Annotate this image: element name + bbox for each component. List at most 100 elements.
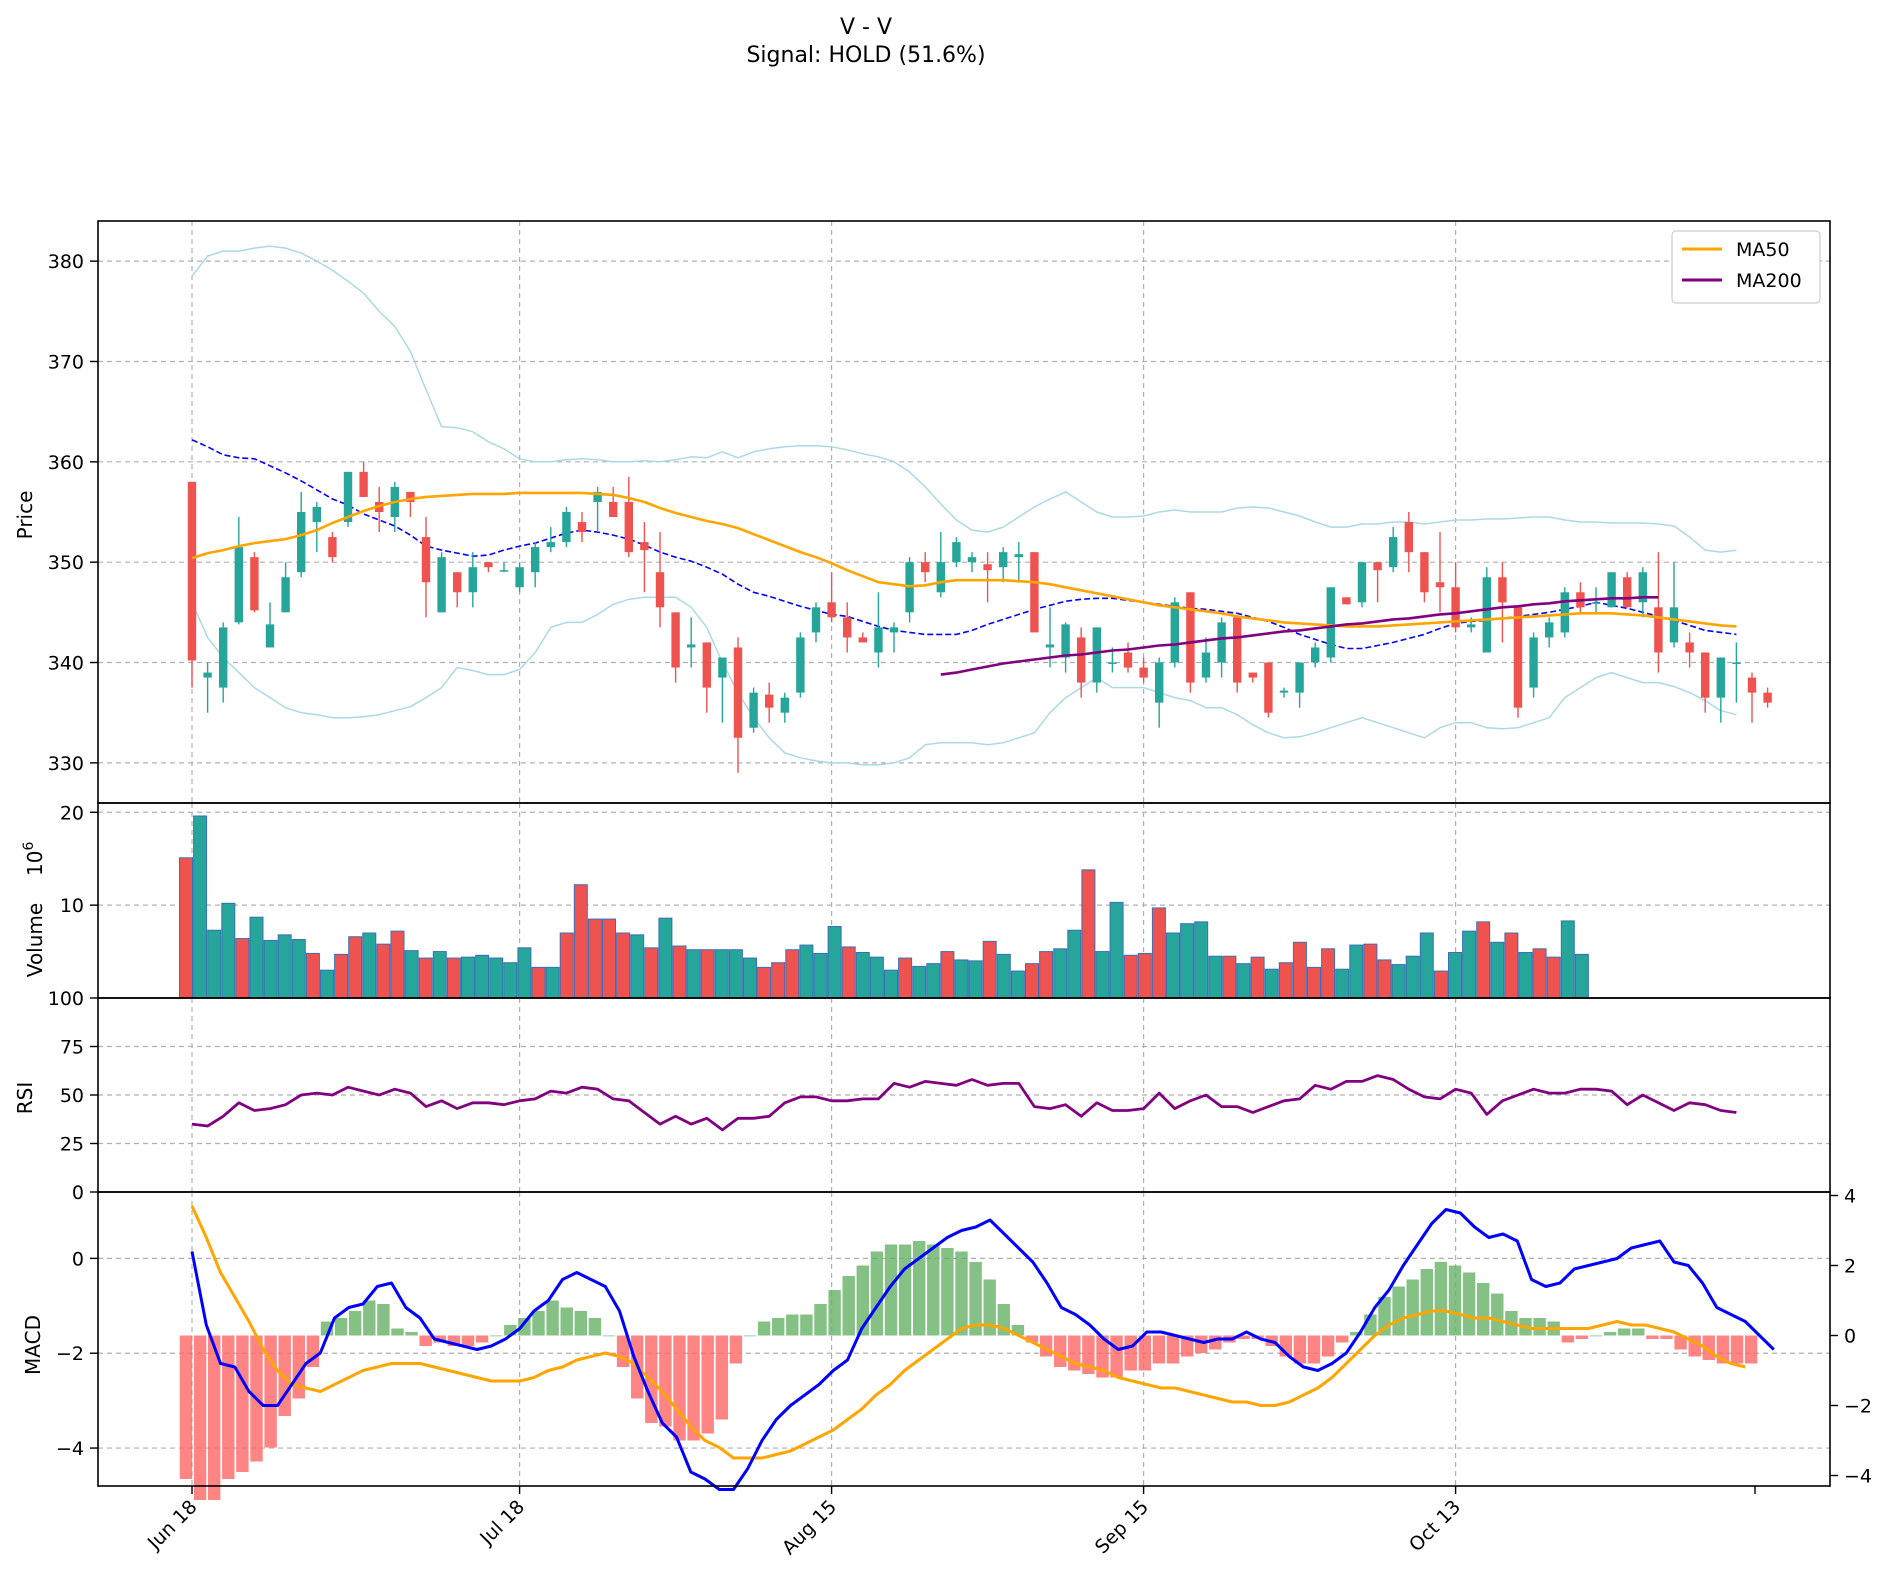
candle-body xyxy=(499,570,509,572)
rsi-ylabel: RSI xyxy=(13,1082,37,1115)
candle-body xyxy=(1701,652,1710,698)
candle-body xyxy=(811,607,821,633)
volume-bar xyxy=(517,947,532,999)
candle-body xyxy=(1389,537,1398,568)
macd-histogram-bar xyxy=(1054,1335,1067,1367)
candle-body xyxy=(219,627,228,688)
volume-bar xyxy=(785,949,800,999)
candle-body xyxy=(1373,562,1382,571)
macd-histogram-bar xyxy=(193,1335,207,1500)
price-legend: MA50 MA200 xyxy=(1671,230,1821,304)
volume-bar xyxy=(1039,951,1054,999)
volume-bar xyxy=(1462,930,1477,999)
macd-histogram-bar xyxy=(222,1335,235,1479)
candle-body xyxy=(1435,582,1445,588)
macd-histogram-bar xyxy=(1491,1293,1504,1336)
volume-bar xyxy=(1081,869,1096,999)
candle-body xyxy=(1108,662,1117,665)
x-tick-label: Sep 15 xyxy=(1091,1496,1153,1558)
y-tick-label: 2 xyxy=(1844,1256,1856,1278)
candle-body xyxy=(1467,624,1476,628)
candle-body xyxy=(297,512,306,573)
candle-body xyxy=(687,644,696,648)
volume-bar xyxy=(475,954,490,999)
candle-body xyxy=(1123,652,1133,668)
macd-histogram-bar xyxy=(546,1300,559,1336)
macd-histogram-bar xyxy=(1307,1335,1321,1364)
candle-body xyxy=(624,501,633,553)
x-tick-label: Jun 18 xyxy=(143,1496,202,1555)
volume-bar xyxy=(1194,921,1209,999)
macd-histogram-bar xyxy=(1632,1328,1645,1336)
legend-label-ma200: MA200 xyxy=(1736,270,1802,292)
y-tick-label: 350 xyxy=(48,552,84,574)
macd-histogram-bar xyxy=(1420,1269,1433,1336)
bollinger-bands xyxy=(191,245,1737,766)
macd-histogram-bar xyxy=(913,1241,926,1336)
macd-histogram-bar xyxy=(1660,1335,1673,1339)
y-tick-label: 340 xyxy=(48,653,84,675)
macd-histogram-bar xyxy=(363,1300,376,1336)
volume-bar xyxy=(757,966,772,999)
candle-body xyxy=(1451,587,1460,628)
rsi-y-ticks: 0 25 50 75 100 xyxy=(48,988,98,1204)
macd-histogram-bar xyxy=(729,1335,743,1364)
volume-bar xyxy=(503,962,518,999)
volume-bar xyxy=(616,932,631,999)
volume-bars xyxy=(179,815,1589,999)
y-tick-label: 0 xyxy=(72,1248,84,1270)
volume-bar xyxy=(940,951,955,999)
volume-bar xyxy=(207,929,222,999)
macd-histogram-bar xyxy=(955,1251,968,1336)
candle-body xyxy=(858,637,867,643)
candle-body xyxy=(718,657,727,678)
price-y-ticks: 330 340 350 360 370 380 xyxy=(48,251,98,775)
macd-histogram-bar xyxy=(743,1335,757,1337)
candle-body xyxy=(983,564,992,571)
volume-bar xyxy=(1391,964,1406,999)
volume-bar xyxy=(348,936,363,999)
volume-bar xyxy=(1053,948,1068,999)
candle-body xyxy=(1248,672,1257,678)
macd-histogram-bar xyxy=(236,1335,249,1472)
volume-bar xyxy=(884,969,898,999)
candle-body xyxy=(1077,637,1086,683)
volume-bar xyxy=(545,966,560,999)
volume-bar xyxy=(404,950,419,999)
macd-y-ticks: −4 −2 0 −4 −2 0 2 4 xyxy=(56,1186,1872,1488)
volume-bar xyxy=(602,918,616,999)
y-tick-label: 370 xyxy=(48,351,84,373)
volume-bar xyxy=(630,934,645,999)
y-tick-label: −4 xyxy=(1844,1466,1872,1488)
macd-histogram-bar xyxy=(1730,1335,1744,1364)
volume-y-ticks: 10 20 xyxy=(60,802,98,917)
macd-histogram-bar xyxy=(814,1304,827,1336)
y-tick-label: 0 xyxy=(1844,1326,1856,1348)
macd-histogram-bar xyxy=(1561,1335,1574,1343)
volume-bar xyxy=(1405,955,1420,999)
volume-bar xyxy=(686,949,701,999)
volume-bar xyxy=(1504,932,1519,999)
volume-bar xyxy=(1307,966,1321,999)
volume-bar xyxy=(334,953,349,999)
x-tick-label: Oct 13 xyxy=(1405,1496,1465,1556)
volume-bar xyxy=(263,939,278,999)
volume-bar xyxy=(390,930,405,999)
macd-panel: −4 −2 0 −4 −2 0 2 4 MACD xyxy=(21,1186,1872,1500)
legend-label-ma50: MA50 xyxy=(1736,239,1790,261)
candle-body xyxy=(1357,562,1367,603)
volume-bar xyxy=(1067,929,1082,999)
macd-histogram-bar xyxy=(504,1325,517,1336)
volume-panel: 10 20 Volume 106 xyxy=(21,802,1831,999)
candle-body xyxy=(702,642,711,688)
volume-bar xyxy=(1574,953,1589,999)
candle-body xyxy=(593,491,602,502)
volume-ylabel: Volume 106 xyxy=(21,842,47,978)
macd-histogram-bar xyxy=(687,1335,700,1441)
candle-body xyxy=(1217,622,1226,663)
macd-histogram-bar xyxy=(532,1311,545,1336)
candle-body xyxy=(359,471,368,497)
figure-subtitle: Signal: HOLD (51.6%) xyxy=(746,43,985,68)
candle-body xyxy=(406,491,415,502)
volume-bar xyxy=(714,949,729,999)
